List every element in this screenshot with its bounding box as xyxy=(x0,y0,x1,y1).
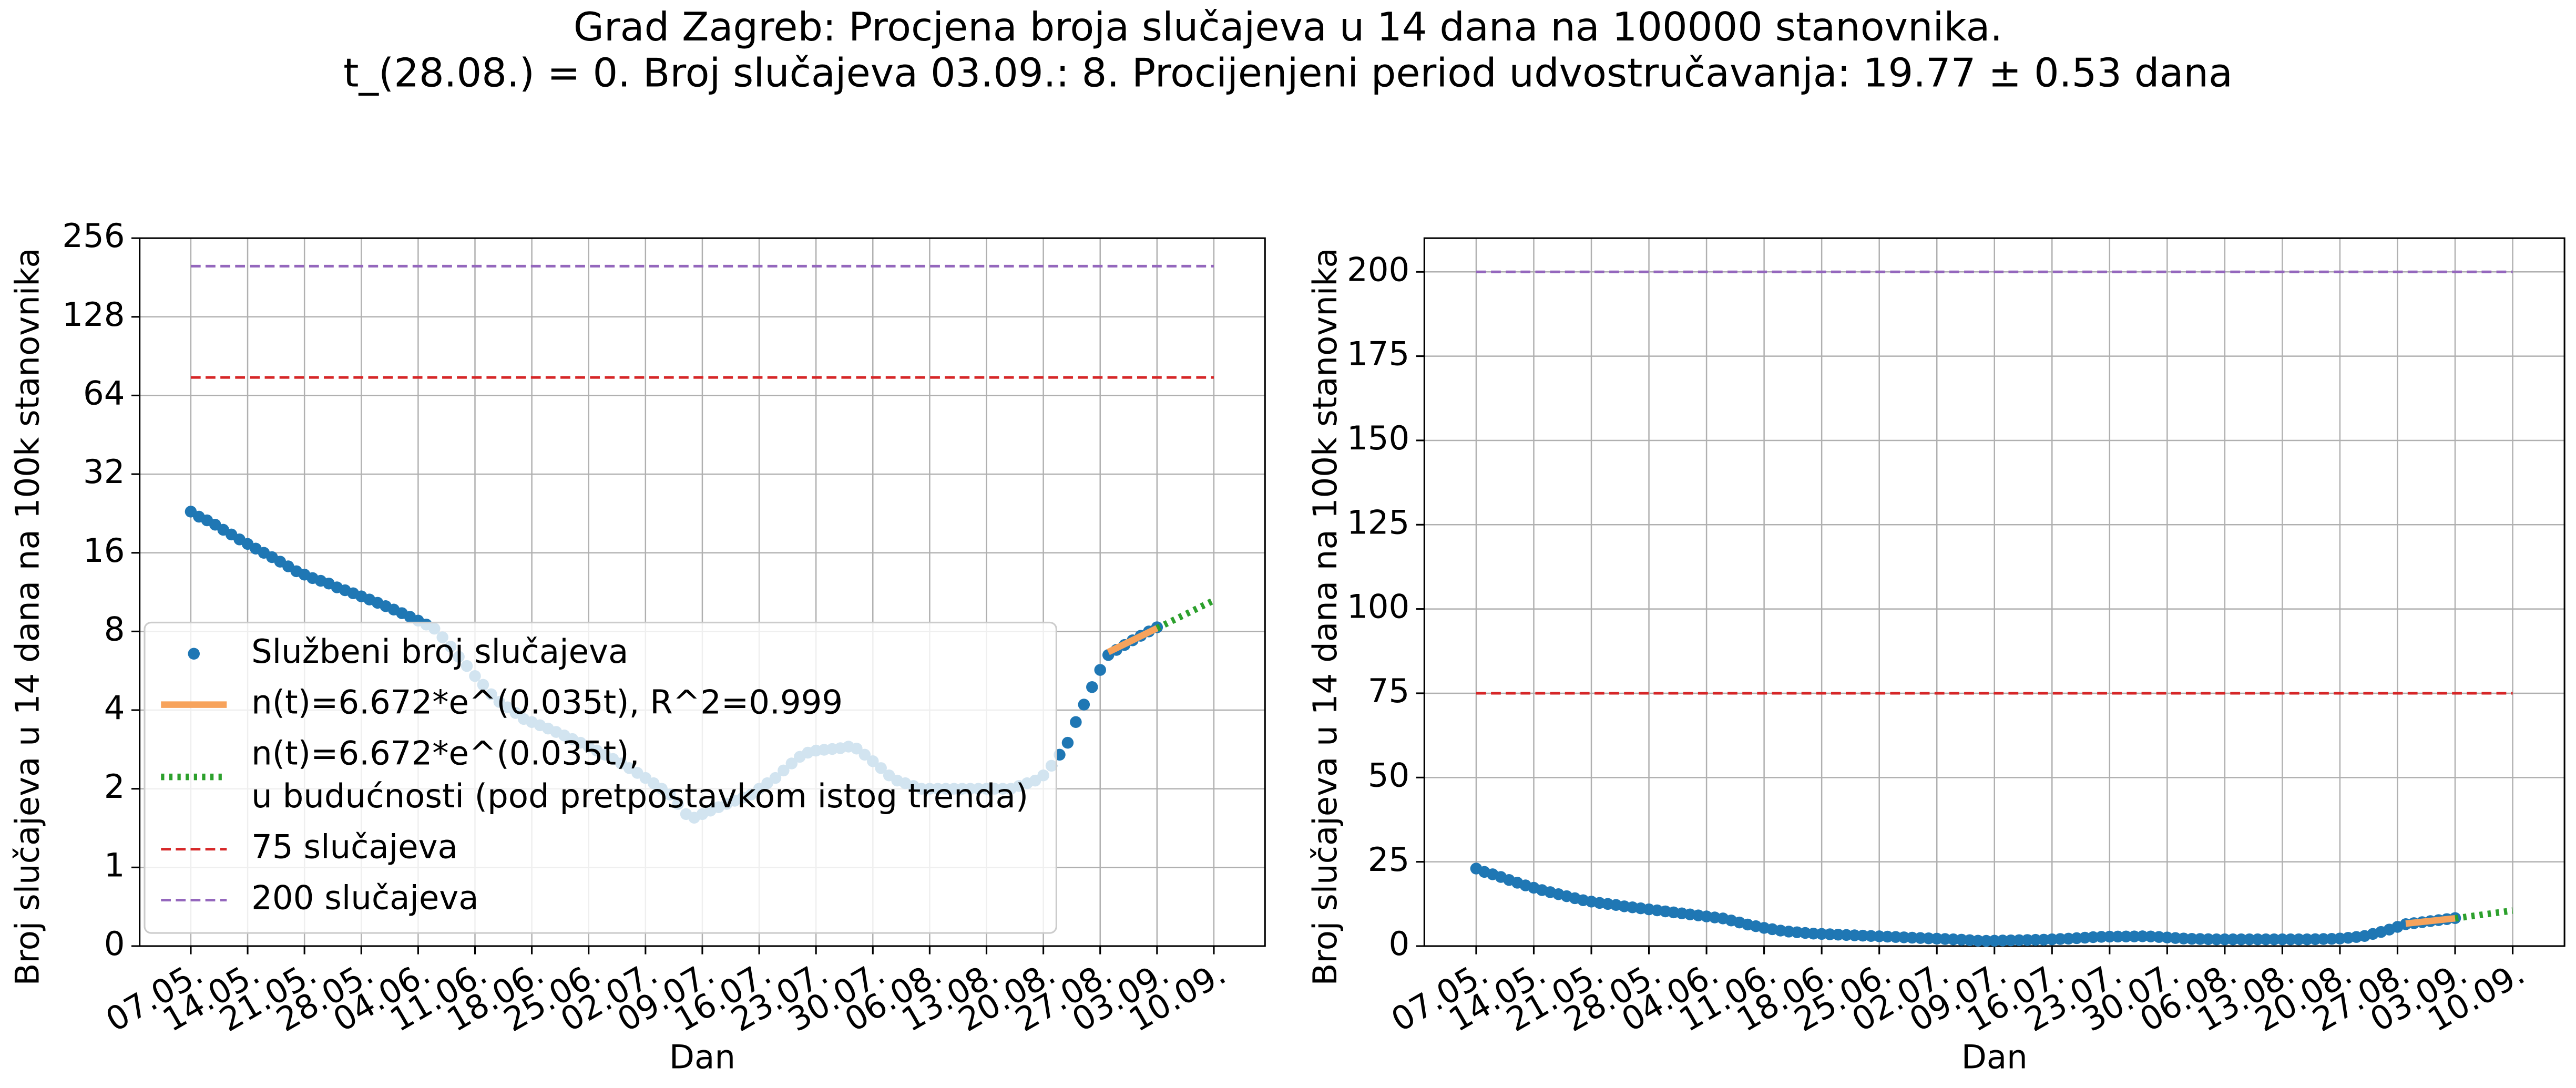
data-point xyxy=(2137,930,2149,942)
data-point xyxy=(2252,933,2264,946)
data-point xyxy=(1980,935,1992,947)
series-line xyxy=(2405,915,2456,927)
legend-label: n(t)=6.672*e^(0.035t), R^2=0.999 xyxy=(251,683,843,722)
series-line xyxy=(2455,907,2513,922)
data-point xyxy=(2013,934,2025,947)
y-tick-label: 175 xyxy=(1347,335,1409,373)
y-tick-label: 16 xyxy=(83,531,125,570)
y-tick-label: 1 xyxy=(104,846,125,884)
y-tick-label: 64 xyxy=(83,374,125,413)
y-tick-label: 8 xyxy=(104,610,125,648)
data-point xyxy=(2268,933,2281,946)
data-point xyxy=(2029,933,2042,946)
legend-label: 75 slučajeva xyxy=(251,828,458,866)
data-point xyxy=(2309,933,2322,946)
data-point xyxy=(1086,681,1098,693)
y-tick-label: 75 xyxy=(1368,672,1410,710)
x-axis-label: Dan xyxy=(1961,1038,2028,1076)
data-point xyxy=(2202,933,2214,946)
data-point xyxy=(2276,933,2288,946)
data-point xyxy=(2021,934,2033,946)
data-point xyxy=(1988,935,2000,947)
y-axis-label: Broj slučajeva u 14 dana na 100k stanovn… xyxy=(8,248,46,986)
data-point xyxy=(1094,664,1106,676)
legend-label: u budućnosti (pod pretpostavkom istog tr… xyxy=(251,777,1028,815)
legend-box xyxy=(144,621,1057,934)
y-tick-label: 100 xyxy=(1347,588,1409,626)
axes-frame xyxy=(139,237,1266,947)
series-line xyxy=(1156,597,1215,631)
legend-label: 200 slučajeva xyxy=(251,879,478,917)
y-tick-label: 0 xyxy=(1388,925,1409,963)
y-tick-label: 4 xyxy=(104,689,125,727)
y-tick-label: 2 xyxy=(104,767,125,806)
data-point xyxy=(2095,931,2108,943)
data-point xyxy=(2103,930,2116,943)
data-point xyxy=(2210,933,2223,946)
legend-marker xyxy=(188,648,200,660)
y-tick-label: 150 xyxy=(1347,419,1409,457)
y-tick-label: 256 xyxy=(62,217,125,255)
data-point xyxy=(1061,736,1074,749)
legend-label: Službeni broj slučajeva xyxy=(251,632,628,671)
data-point xyxy=(2301,933,2313,946)
data-point xyxy=(2128,930,2141,942)
data-point xyxy=(2243,933,2256,946)
data-point xyxy=(2005,934,2017,947)
suptitle-line: Grad Zagreb: Procjena broja slučajeva u … xyxy=(574,4,2003,50)
data-point xyxy=(2317,933,2329,945)
data-point xyxy=(2186,932,2198,945)
data-point xyxy=(2120,930,2132,943)
data-point xyxy=(2194,933,2206,945)
y-tick-label: 200 xyxy=(1347,250,1409,289)
x-axis-label: Dan xyxy=(669,1038,735,1076)
data-point xyxy=(1078,699,1090,711)
y-axis-label: Broj slučajeva u 14 dana na 100k stanovn… xyxy=(1306,248,1344,986)
data-point xyxy=(1070,716,1082,728)
y-tick-label: 128 xyxy=(62,295,125,334)
data-point xyxy=(2219,933,2231,946)
y-tick-label: 125 xyxy=(1347,503,1409,541)
y-tick-label: 50 xyxy=(1368,756,1410,794)
y-tick-label: 32 xyxy=(83,453,125,491)
series-line xyxy=(1107,625,1159,655)
suptitle-line: t_(28.08.) = 0. Broj slučajeva 03.09.: 8… xyxy=(343,49,2233,96)
data-point xyxy=(1997,935,2009,947)
y-tick-label: 25 xyxy=(1368,840,1410,879)
data-point xyxy=(2227,933,2239,946)
data-point xyxy=(2260,933,2272,946)
data-point xyxy=(1972,935,1984,947)
data-point xyxy=(2293,933,2305,946)
data-point xyxy=(2284,933,2297,946)
legend-label: n(t)=6.672*e^(0.035t), xyxy=(251,734,639,773)
y-tick-label: 0 xyxy=(104,925,125,963)
data-point xyxy=(2235,933,2247,946)
data-point xyxy=(2112,930,2124,943)
